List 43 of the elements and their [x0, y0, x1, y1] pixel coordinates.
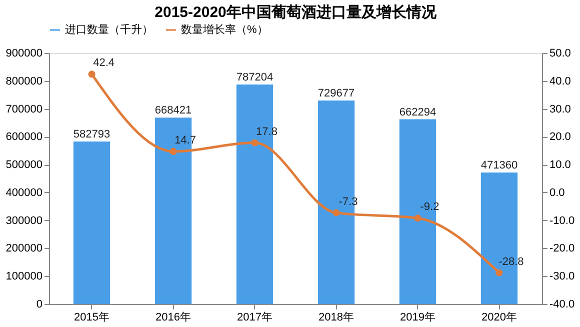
y2-tick-label: 50.0: [550, 48, 571, 60]
data-label: 582793: [73, 128, 110, 140]
data-label: 729677: [318, 88, 355, 100]
y-tick-label: 300000: [6, 214, 42, 227]
data-label: 471360: [480, 160, 518, 172]
y-tick-label: 900000: [6, 48, 42, 60]
y2-tick-label: 0.0: [550, 186, 565, 199]
bar: [73, 141, 110, 304]
y2-tick-label: 40.0: [550, 75, 571, 88]
y-tick-label: 100000: [6, 270, 42, 283]
y-tick-label: 0: [36, 298, 42, 310]
y-tick-label: 700000: [6, 103, 42, 116]
legend-label: 进口数量（千升）: [65, 23, 153, 36]
point: [496, 269, 503, 276]
y2-tick-label: -40.0: [550, 298, 575, 310]
x-tick-label: 2017年: [237, 312, 272, 324]
y-tick-label: 600000: [6, 131, 42, 144]
y-tick-label: 200000: [6, 242, 42, 255]
chart-title: 2015-2020年中国葡萄酒进口量及增长情况: [154, 4, 438, 21]
y-tick-label: 500000: [6, 159, 42, 172]
point: [251, 139, 258, 146]
legend-label: 数量增长率（%）: [181, 23, 268, 36]
y-tick-label: 400000: [6, 186, 42, 199]
data-label: 668421: [154, 104, 192, 117]
x-tick-label: 2016年: [156, 312, 192, 324]
y2-tick-label: 10.0: [550, 159, 571, 172]
x-tick-label: 2018年: [318, 312, 354, 324]
x-tick-label: 2019年: [400, 312, 436, 324]
y2-tick-label: -30.0: [550, 270, 575, 283]
y2-tick-label: -20.0: [550, 242, 575, 255]
point: [88, 70, 96, 78]
x-tick-label: 2015年: [74, 312, 110, 324]
y2-tick-label: 20.0: [550, 131, 571, 144]
point: [414, 214, 422, 222]
x-tick-label: 2020年: [481, 312, 517, 324]
y2-tick-label: -10.0: [550, 214, 575, 227]
data-label: 662294: [399, 106, 436, 118]
y2-tick-label: 30.0: [550, 103, 571, 116]
y-tick-label: 800000: [6, 75, 42, 88]
point: [170, 148, 177, 155]
data-label: 787204: [236, 71, 274, 84]
data-label: 42.4: [93, 57, 114, 70]
point: [332, 209, 340, 216]
